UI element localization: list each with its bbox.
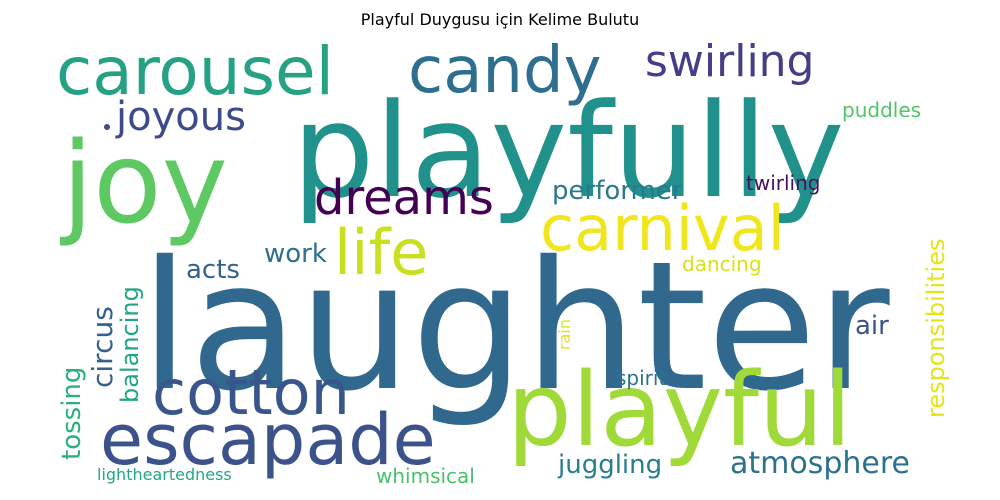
word-playfully: playfully bbox=[292, 75, 845, 227]
word-juggling: juggling bbox=[557, 450, 662, 480]
word-acts: acts bbox=[186, 255, 240, 285]
word-dreams: dreams bbox=[314, 170, 494, 226]
word-tossing: tossing bbox=[57, 367, 87, 460]
word-life: life bbox=[334, 216, 428, 289]
word-joy: joy bbox=[59, 119, 228, 249]
stray-dot bbox=[104, 124, 110, 130]
word-responsibilities: responsibilities bbox=[922, 239, 950, 419]
word-cotton: cotton bbox=[152, 356, 350, 429]
word-whimsical: whimsical bbox=[376, 464, 475, 488]
word-candy: candy bbox=[408, 34, 601, 108]
word-balancing: balancing bbox=[116, 286, 144, 403]
word-atmosphere: atmosphere bbox=[730, 446, 910, 481]
word-twirling: twirling bbox=[746, 171, 820, 195]
word-puddles: puddles bbox=[842, 98, 921, 122]
page-title: Playful Duygusu için Kelime Bulutu bbox=[360, 10, 640, 29]
word-laughter: laughter bbox=[140, 223, 890, 430]
word-rain: rain bbox=[555, 319, 574, 350]
word-escapade: escapade bbox=[100, 399, 436, 481]
word-joyous: joyous bbox=[115, 94, 246, 140]
word-circus: circus bbox=[86, 306, 119, 388]
word-air: air bbox=[855, 311, 889, 341]
word-carnival: carnival bbox=[540, 192, 785, 265]
word-spirit: spirit bbox=[616, 366, 666, 390]
word-swirling: swirling bbox=[645, 36, 815, 87]
word-carousel: carousel bbox=[56, 33, 334, 110]
word-work: work bbox=[264, 239, 327, 269]
word-playful: playful bbox=[507, 351, 852, 470]
word-performer: performer bbox=[552, 176, 683, 206]
word-dancing: dancing bbox=[682, 252, 762, 276]
word-lightheartedness: lightheartedness bbox=[97, 465, 232, 484]
